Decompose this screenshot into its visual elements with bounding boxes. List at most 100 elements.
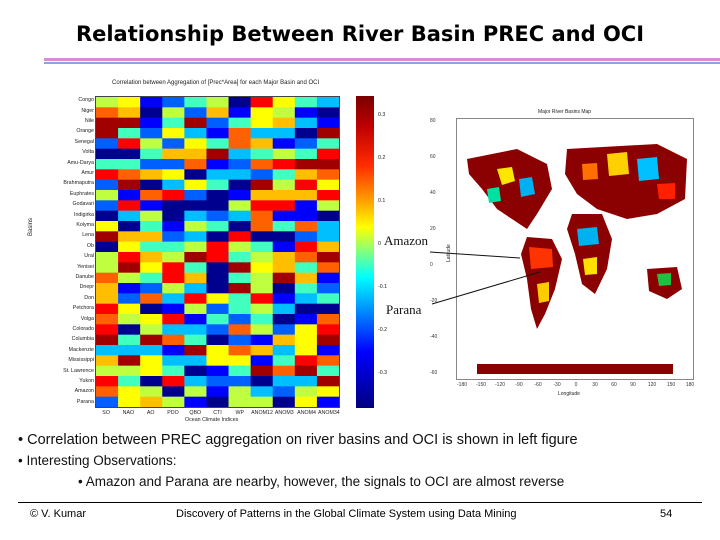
heatmap-cell (272, 190, 296, 201)
heatmap-cell (140, 376, 163, 387)
heatmap-cell (272, 210, 296, 222)
longitude-tick: -90 (515, 382, 523, 388)
heatmap-cell (162, 107, 185, 118)
heatmap-cell (272, 138, 296, 149)
heatmap-cell (140, 210, 163, 222)
heatmap-cell (96, 324, 119, 335)
heatmap-cell (162, 396, 185, 407)
heatmap-cell (206, 169, 229, 180)
heatmap-cell (294, 303, 318, 315)
heatmap-cell (184, 138, 207, 149)
heatmap-cell (162, 231, 185, 242)
heatmap-cell (118, 148, 141, 160)
longitude-tick: -30 (553, 382, 561, 388)
heatmap-cell (118, 396, 141, 407)
heatmap-cell (184, 241, 207, 253)
heatmap-cell (206, 200, 229, 211)
basin-label: Senegal (74, 138, 94, 145)
heatmap-cell (250, 117, 274, 129)
heatmap-cell (228, 376, 251, 387)
heatmap-cell (96, 345, 119, 356)
heatmap-cell (316, 293, 339, 304)
heatmap-cell (184, 365, 207, 377)
basin-label: Lena (82, 232, 94, 239)
basin-labels: Congo Niger Nile Orange Senegal Volta Amu-Dary… (44, 96, 94, 408)
heatmap-cell (250, 334, 274, 346)
heatmap-cell (228, 148, 251, 160)
heatmap-cell (206, 190, 229, 201)
heatmap-cell (140, 345, 163, 356)
heatmap-cell (118, 262, 141, 273)
heatmap-cell (118, 252, 141, 263)
heatmap-cell (206, 117, 229, 129)
heatmap-cell (228, 283, 251, 294)
heatmap-cell (206, 231, 229, 242)
heatmap-cell (206, 107, 229, 118)
basin-label: Amazon (74, 388, 94, 395)
heatmap-cell (140, 365, 163, 377)
heatmap-cell (140, 221, 163, 232)
heatmap-cell (228, 200, 251, 211)
heatmap-cell (140, 293, 163, 304)
heatmap-cell (316, 159, 339, 170)
heatmap-cell (316, 303, 339, 315)
heatmap-cell (228, 241, 251, 253)
heatmap-cell (118, 314, 141, 325)
heatmap-cell (96, 241, 119, 253)
heatmap-cell (294, 97, 318, 108)
footer-subtitle: Discovery of Patterns in the Global Clim… (176, 508, 517, 520)
heatmap-cell (272, 376, 296, 387)
heatmap-cell (272, 221, 296, 232)
heatmap-cell (316, 179, 339, 191)
heatmap-cell (316, 334, 339, 346)
basin-label: Mackenzie (68, 346, 94, 353)
heatmap-cell (272, 272, 296, 284)
latitude-tick: 40 (430, 190, 436, 196)
basin-label: Volta (82, 149, 94, 156)
heatmap-cell (294, 345, 318, 356)
heatmap-cell (294, 324, 318, 335)
heatmap-cell (140, 138, 163, 149)
heatmap-cell (294, 365, 318, 377)
heatmap-cell (316, 396, 339, 407)
heatmap-cell (206, 262, 229, 273)
heatmap-cell (272, 200, 296, 211)
heatmap-cell (228, 117, 251, 129)
heatmap-cell (228, 210, 251, 222)
heatmap-cell (184, 314, 207, 325)
latitude-tick: -60 (430, 370, 438, 376)
heatmap-cell (118, 138, 141, 149)
heatmap-cell (162, 345, 185, 356)
heatmap-cell (228, 179, 251, 191)
heatmap-cell (206, 314, 229, 325)
heatmap-cell (184, 200, 207, 211)
heatmap-cell (228, 355, 251, 366)
heatmap-cell (316, 210, 339, 222)
heatmap-cell (140, 396, 163, 407)
bullet-1: • Correlation between PREC aggregation o… (18, 432, 578, 448)
heatmap-cell (206, 334, 229, 346)
heatmap-cell (228, 190, 251, 201)
heatmap-cell (184, 272, 207, 284)
heatmap-cell (162, 128, 185, 139)
longitude-tick: -120 (494, 382, 506, 388)
heatmap-cell (118, 117, 141, 129)
heatmap-cell (140, 128, 163, 139)
heatmap-cell (140, 200, 163, 211)
heatmap-cell (250, 148, 274, 160)
index-label: ANOM3 (274, 410, 294, 416)
heatmap-cell (272, 396, 296, 407)
heatmap-cell (184, 159, 207, 170)
heatmap-cell (140, 241, 163, 253)
heatmap-cell (140, 190, 163, 201)
heatmap-cell (140, 159, 163, 170)
heatmap-cell (96, 148, 119, 160)
heatmap-cell (316, 221, 339, 232)
heatmap-cell (294, 272, 318, 284)
map-xlabel: Longitude (558, 391, 580, 397)
longitude-tick: 120 (647, 382, 657, 388)
heatmap-cell (140, 169, 163, 180)
heatmap-cell (250, 138, 274, 149)
heatmap-cell (140, 148, 163, 160)
heatmap-cell (228, 334, 251, 346)
